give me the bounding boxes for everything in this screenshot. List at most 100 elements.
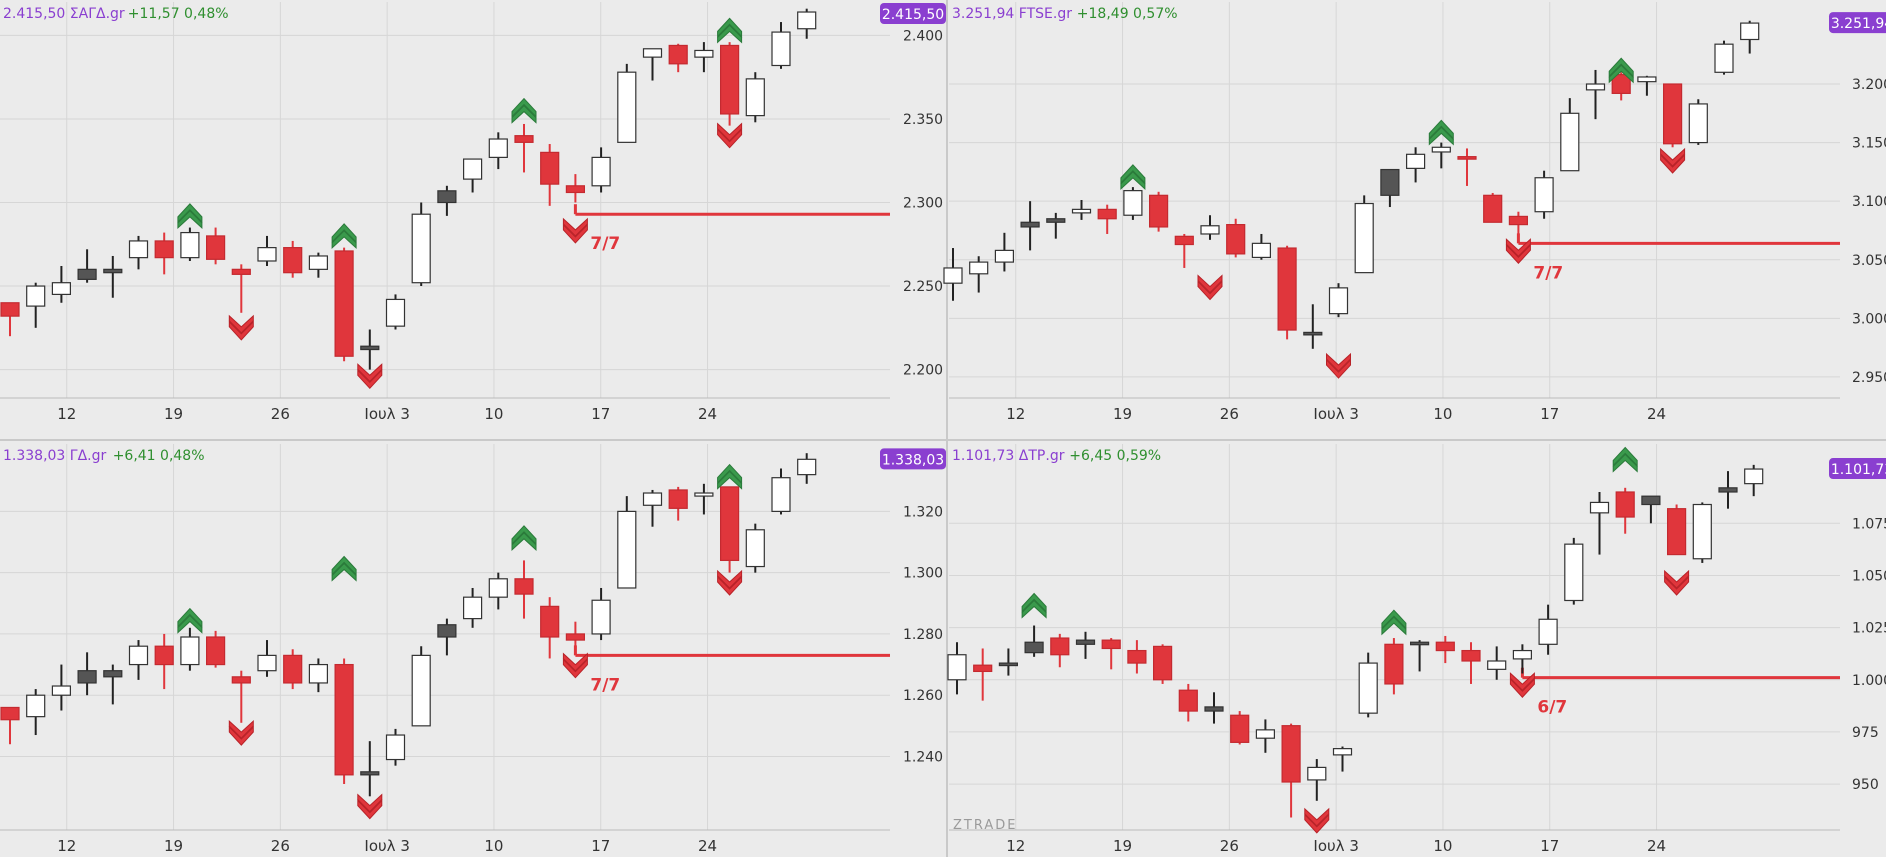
candle bbox=[1461, 642, 1481, 684]
candle-body bbox=[437, 190, 457, 204]
sell-signal-arrow-icon bbox=[1660, 153, 1686, 174]
candle bbox=[1230, 711, 1250, 745]
support-count-label: 7/7 bbox=[1533, 263, 1563, 283]
candle-body bbox=[437, 624, 457, 638]
candle bbox=[1101, 638, 1121, 670]
candle bbox=[1483, 192, 1503, 223]
sell-signal-arrow-icon bbox=[357, 369, 383, 390]
buy-signal-arrow-icon bbox=[1021, 592, 1047, 613]
candle bbox=[1226, 218, 1246, 258]
y-tick-label: 3.050 bbox=[1852, 253, 1886, 269]
candle bbox=[591, 587, 611, 641]
candle-body bbox=[1688, 103, 1708, 144]
candle bbox=[1611, 72, 1631, 101]
sell-signal-arrow-icon bbox=[1509, 672, 1535, 691]
buy-signal-arrow-icon bbox=[1612, 453, 1638, 473]
sell-signal-arrow-icon bbox=[357, 793, 383, 813]
candle bbox=[1714, 40, 1734, 75]
candle bbox=[0, 706, 20, 745]
x-tick-label: 26 bbox=[271, 405, 290, 423]
watermark-logo: ZTRADE bbox=[953, 818, 1017, 833]
buy-signal-arrow-icon bbox=[177, 614, 203, 634]
candle-body bbox=[1662, 83, 1683, 145]
candle-body bbox=[334, 663, 354, 776]
candle bbox=[283, 240, 303, 278]
chart-panel-4: 950 975 1.000 1.025 1.050 1.075 12 19 26 Ιουλ 3 10… bbox=[947, 444, 1886, 855]
buy-signal-arrow-icon bbox=[511, 532, 537, 551]
x-tick-label: 17 bbox=[591, 837, 610, 855]
candle-body bbox=[591, 156, 611, 187]
candle bbox=[437, 185, 457, 216]
candle bbox=[463, 158, 483, 193]
candle bbox=[1020, 201, 1040, 251]
candle-body bbox=[180, 636, 200, 666]
y-tick-label: 1.075 bbox=[1852, 516, 1886, 532]
candle-body bbox=[1303, 331, 1323, 336]
x-tick-label: 10 bbox=[484, 837, 503, 855]
buy-signal-arrow-icon bbox=[717, 470, 743, 490]
candle-body bbox=[77, 670, 97, 684]
candle-body bbox=[719, 44, 740, 115]
candle-body bbox=[411, 654, 431, 727]
candle-body bbox=[1637, 76, 1657, 83]
candle-body bbox=[771, 477, 791, 512]
buy-signal-arrow-icon bbox=[331, 562, 357, 582]
candle bbox=[617, 63, 637, 143]
y-tick-label: 2.350 bbox=[903, 112, 943, 128]
candle-body bbox=[360, 345, 380, 351]
sell-signal-arrow-icon bbox=[228, 320, 254, 341]
candle bbox=[411, 202, 431, 287]
sell-signal-arrow-icon bbox=[562, 217, 588, 237]
chart-panel-2: 2.950 3.000 3.050 3.100 3.150 3.200 12 19 26 Ιουλ… bbox=[943, 2, 1886, 423]
x-tick-label: 19 bbox=[164, 837, 183, 855]
candle-body bbox=[463, 158, 483, 180]
candle bbox=[231, 670, 251, 723]
candle-body bbox=[1560, 112, 1580, 172]
buy-signal-arrow-icon bbox=[177, 210, 203, 229]
candle bbox=[1384, 638, 1404, 695]
y-tick-label: 1.050 bbox=[1852, 568, 1886, 584]
candle-body bbox=[411, 213, 431, 284]
x-tick-label: 10 bbox=[484, 405, 503, 423]
candle bbox=[154, 232, 174, 275]
candle-body bbox=[206, 235, 226, 260]
last-price-badge-text: 2.415,50 bbox=[882, 7, 944, 23]
candle-body bbox=[1123, 190, 1143, 216]
candle bbox=[797, 453, 817, 484]
buy-signal-arrow-icon bbox=[717, 24, 743, 44]
candle-body bbox=[1281, 725, 1301, 783]
buy-signal-arrow-icon bbox=[1021, 599, 1047, 619]
candle bbox=[771, 22, 791, 69]
candle-body bbox=[1564, 543, 1584, 602]
x-tick-label: 17 bbox=[591, 405, 610, 423]
candle-body bbox=[1744, 468, 1764, 485]
candle-body bbox=[617, 510, 637, 589]
candle-body bbox=[1152, 645, 1173, 681]
candle-body bbox=[514, 578, 534, 595]
candle bbox=[1332, 746, 1353, 772]
candle bbox=[437, 618, 457, 656]
buy-signal-arrow-icon bbox=[1428, 126, 1454, 146]
last-price-badge-text: 1.101,73 bbox=[1831, 462, 1886, 478]
sell-signal-arrow-icon bbox=[357, 799, 383, 820]
candle-body bbox=[1178, 689, 1198, 712]
candle-body bbox=[1487, 660, 1507, 670]
candle bbox=[1380, 168, 1400, 208]
candle bbox=[1538, 604, 1558, 655]
candle-body bbox=[488, 578, 508, 598]
candle bbox=[1718, 471, 1738, 509]
candle bbox=[1740, 20, 1760, 54]
candle bbox=[642, 489, 663, 527]
candle-body bbox=[51, 685, 72, 696]
sell-signal-arrow-icon bbox=[1326, 358, 1351, 379]
candle-body bbox=[1277, 247, 1297, 331]
candle bbox=[1255, 719, 1276, 753]
candle bbox=[360, 741, 380, 797]
candle-body bbox=[1046, 218, 1066, 223]
buy-signal-arrow-icon bbox=[1608, 64, 1634, 84]
candle bbox=[1457, 148, 1477, 186]
candle-body bbox=[103, 268, 123, 274]
x-tick-label: 26 bbox=[1220, 837, 1239, 855]
candle bbox=[565, 621, 586, 653]
candle-body bbox=[463, 596, 483, 620]
